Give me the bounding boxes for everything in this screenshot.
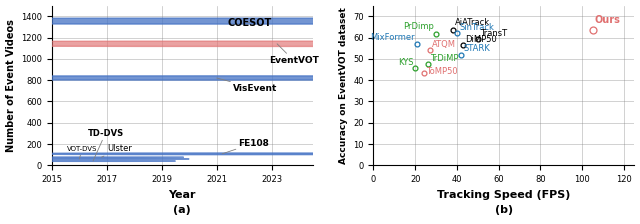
X-axis label: Year: Year bbox=[168, 190, 196, 200]
Text: TrDiMP: TrDiMP bbox=[430, 54, 458, 63]
Text: Ulster: Ulster bbox=[101, 144, 132, 157]
Text: STARK: STARK bbox=[463, 45, 490, 54]
Text: (a): (a) bbox=[173, 205, 191, 215]
Text: ATQM: ATQM bbox=[432, 40, 456, 49]
Text: Ours: Ours bbox=[595, 15, 621, 25]
Text: EventVOT: EventVOT bbox=[269, 44, 319, 65]
Text: FE108: FE108 bbox=[222, 139, 269, 154]
Text: MixFormer: MixFormer bbox=[371, 33, 415, 42]
Text: VOT-DVS: VOT-DVS bbox=[67, 146, 97, 159]
Text: DiMP50: DiMP50 bbox=[465, 35, 497, 44]
Text: VisEvent: VisEvent bbox=[217, 78, 278, 93]
Circle shape bbox=[0, 76, 640, 80]
Text: ToMP50: ToMP50 bbox=[426, 67, 458, 76]
Y-axis label: Accuracy on EventVOT dataset: Accuracy on EventVOT dataset bbox=[339, 7, 348, 164]
Text: TransT: TransT bbox=[480, 28, 507, 37]
Y-axis label: Number of Event Videos: Number of Event Videos bbox=[6, 19, 15, 152]
Text: PrDimp: PrDimp bbox=[403, 22, 434, 31]
Circle shape bbox=[0, 18, 640, 24]
Text: TD-DVS: TD-DVS bbox=[88, 129, 124, 161]
Circle shape bbox=[19, 157, 184, 158]
Text: SinTrack: SinTrack bbox=[459, 23, 494, 32]
Circle shape bbox=[0, 41, 640, 46]
Text: AiATrack: AiATrack bbox=[455, 18, 490, 27]
X-axis label: Tracking Speed (FPS): Tracking Speed (FPS) bbox=[437, 190, 571, 200]
Circle shape bbox=[3, 153, 442, 155]
Text: KYS: KYS bbox=[397, 58, 413, 67]
Text: (b): (b) bbox=[495, 205, 513, 215]
Text: COESOT: COESOT bbox=[228, 18, 272, 28]
